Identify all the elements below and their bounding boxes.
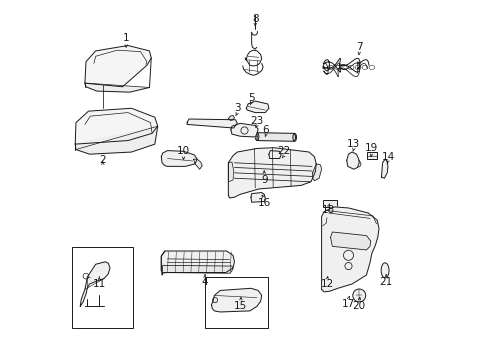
Text: 22: 22 [277,146,290,156]
Text: 3: 3 [234,103,240,113]
Polygon shape [85,83,149,92]
Ellipse shape [292,134,296,141]
Text: 19: 19 [365,143,378,153]
Polygon shape [161,251,234,273]
Text: 15: 15 [234,301,247,311]
Text: 23: 23 [250,116,263,126]
Text: 2: 2 [100,155,106,165]
Text: 17: 17 [341,299,354,309]
Ellipse shape [255,133,258,140]
Polygon shape [312,164,321,181]
Bar [366,152,376,159]
Polygon shape [80,262,110,306]
Text: 21: 21 [379,277,392,287]
Text: 6: 6 [262,125,269,135]
Polygon shape [85,45,151,87]
Polygon shape [211,288,261,312]
Ellipse shape [380,263,388,278]
Polygon shape [75,108,158,144]
Text: 5: 5 [248,93,254,103]
Polygon shape [246,101,268,113]
Polygon shape [228,162,233,182]
Text: 11: 11 [92,279,106,289]
Text: 16: 16 [257,198,270,208]
Polygon shape [381,159,387,178]
Text: 12: 12 [320,279,333,289]
Polygon shape [330,232,370,250]
Polygon shape [250,193,265,202]
Text: 8: 8 [251,14,258,24]
Bar [72,247,133,328]
Polygon shape [230,123,258,137]
Text: 7: 7 [355,42,362,52]
Bar [204,277,267,328]
Text: 14: 14 [381,152,394,162]
Polygon shape [346,152,359,169]
Polygon shape [162,265,233,275]
Circle shape [352,289,365,302]
Polygon shape [268,150,281,158]
Bar [322,201,336,207]
Polygon shape [161,150,197,166]
Polygon shape [228,148,316,198]
Polygon shape [75,126,158,154]
Text: 20: 20 [352,301,365,311]
Text: 10: 10 [177,146,190,156]
Text: 1: 1 [122,33,129,43]
Text: 9: 9 [261,175,267,185]
Text: 18: 18 [322,206,335,216]
Text: 13: 13 [346,139,360,149]
Text: 4: 4 [202,277,208,287]
Polygon shape [228,116,234,121]
Polygon shape [321,207,378,292]
Polygon shape [257,133,295,141]
Polygon shape [193,159,202,169]
Polygon shape [187,119,237,128]
